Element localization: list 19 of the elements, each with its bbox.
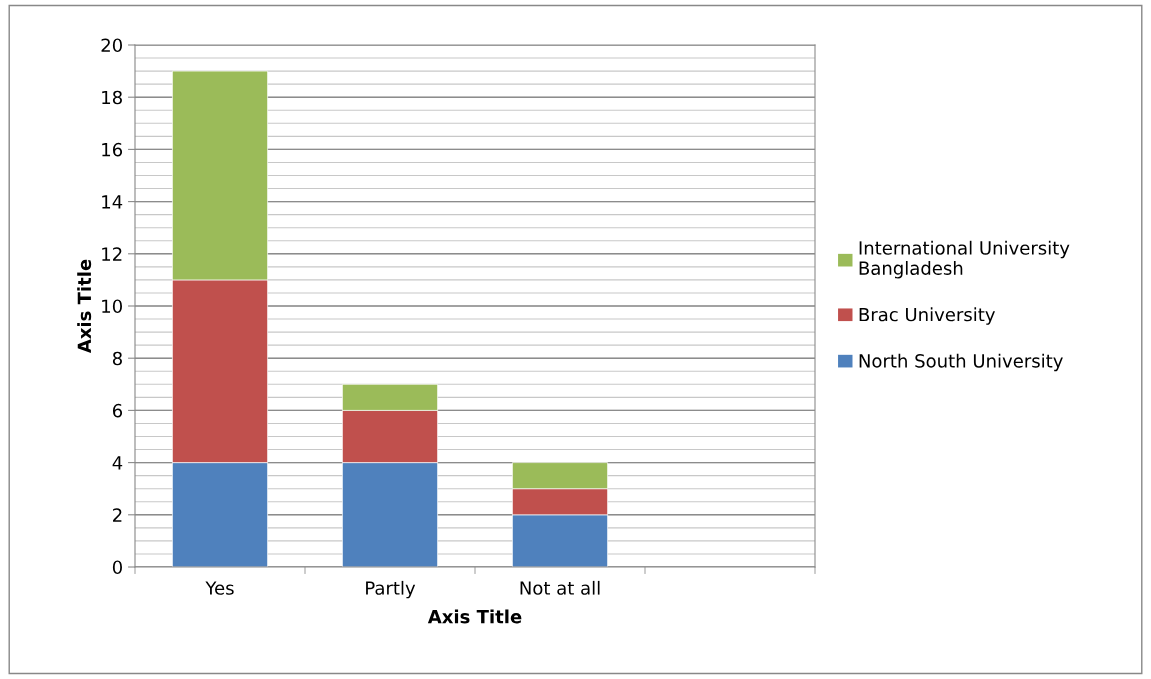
y-tick-label: 8 [112, 351, 122, 366]
y-tick-label: 10 [102, 299, 122, 314]
legend-label: Brac University [859, 307, 995, 325]
y-tick-label: 14 [102, 195, 123, 209]
x-tick-label: Yes [205, 581, 234, 595]
x-axis-title: Axis Title [427, 609, 522, 624]
y-tick-label: 4 [112, 456, 123, 470]
x-tick-label: Partly [366, 580, 416, 599]
y-axis-title: Axis Title [77, 259, 92, 354]
legend-label: North South University [859, 353, 1063, 372]
y-tick-label: 20 [101, 38, 122, 53]
y-tick-label: 16 [102, 142, 123, 157]
y-tick-label: 6 [112, 403, 123, 418]
legend-label: International University Bangladesh [859, 240, 1070, 279]
y-tick-label: 12 [102, 247, 122, 261]
x-tick-label: Not at all [520, 580, 600, 595]
y-tick-label: 2 [113, 508, 122, 522]
y-tick-label: 0 [112, 560, 122, 575]
y-tick-label: 18 [102, 90, 122, 105]
